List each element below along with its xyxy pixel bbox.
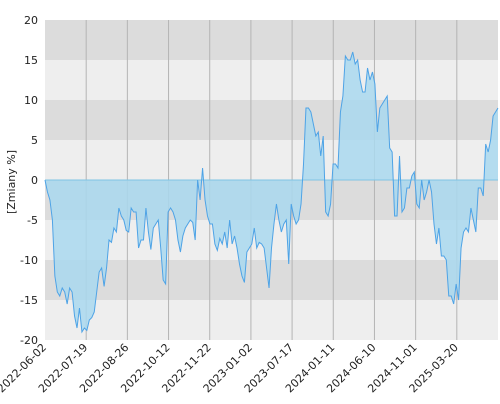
background-band [45,20,498,60]
background-band [45,100,498,140]
area-layer [44,51,499,334]
y-axis-ticks: -20 -15 -10 -5 0 5 10 15 20 [20,14,38,347]
area-fill [45,52,498,332]
background-band [45,140,498,180]
y-tick-label: 0 [31,174,38,187]
y-tick-label: 10 [24,94,38,107]
background-band [45,300,498,340]
x-axis-ticks: 2022-06-022022-07-192022-08-262022-10-12… [0,341,461,395]
background-band [45,60,498,100]
background-band [45,260,498,300]
y-tick-label: 5 [31,134,38,147]
y-tick-label: -20 [20,334,38,347]
series-line [44,51,499,334]
y-tick-label: 20 [24,14,38,27]
y-axis-label: [Zmiany %] [5,150,18,214]
y-tick-label: -15 [20,294,38,307]
y-tick-label: -5 [27,214,38,227]
y-tick-label: -10 [20,254,38,267]
y-tick-label: 15 [24,54,38,67]
